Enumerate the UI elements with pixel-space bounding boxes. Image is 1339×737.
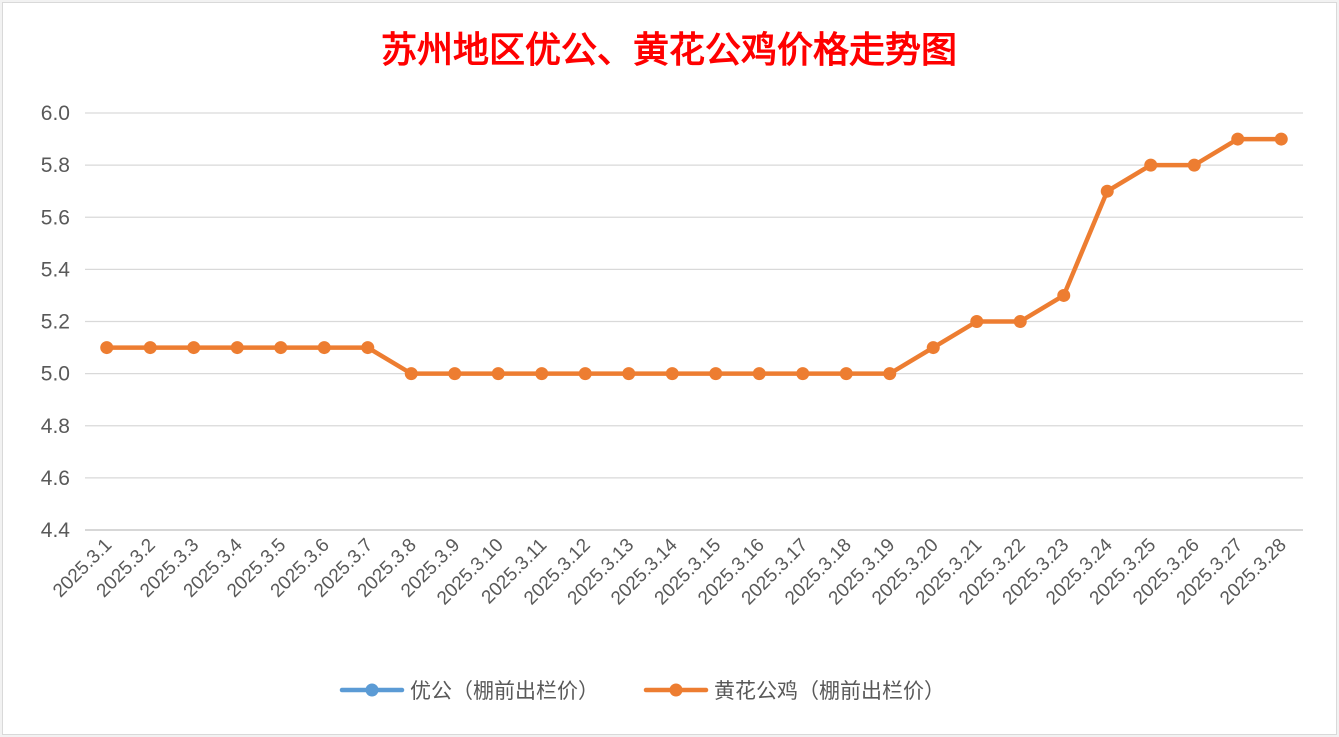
y-tick-label: 4.6 bbox=[41, 467, 70, 490]
series-line-1 bbox=[104, 136, 1284, 376]
data-point bbox=[143, 341, 157, 355]
data-point bbox=[752, 367, 766, 381]
y-tick-label: 5.8 bbox=[41, 154, 70, 177]
legend: 优公（棚前出栏价） 黄花公鸡（棚前出栏价） bbox=[339, 679, 945, 703]
data-point bbox=[100, 341, 114, 355]
data-point bbox=[1274, 132, 1288, 146]
data-point bbox=[926, 341, 940, 355]
data-point bbox=[1231, 132, 1245, 146]
data-point bbox=[796, 367, 810, 381]
data-point bbox=[970, 315, 984, 328]
data-point bbox=[274, 341, 288, 355]
y-tick-label: 4.4 bbox=[41, 519, 71, 542]
grid-layer bbox=[85, 112, 1303, 531]
data-point bbox=[491, 367, 505, 381]
series-layer bbox=[100, 132, 1288, 381]
data-point bbox=[709, 367, 723, 381]
chart-title: 苏州地区优公、黄花公鸡价格走势图 bbox=[381, 29, 957, 71]
data-point bbox=[1057, 288, 1071, 302]
legend-swatch-marker bbox=[669, 683, 683, 697]
data-point bbox=[361, 341, 375, 355]
data-point bbox=[448, 367, 462, 381]
x-axis: 2025.3.12025.3.22025.3.32025.3.42025.3.5… bbox=[49, 534, 1291, 609]
y-tick-label: 5.4 bbox=[41, 258, 71, 281]
data-point bbox=[1013, 315, 1027, 328]
data-point bbox=[578, 367, 592, 381]
data-point bbox=[317, 341, 331, 355]
legend-swatch-marker bbox=[365, 683, 379, 697]
y-tick-label: 6.0 bbox=[41, 102, 70, 125]
data-point bbox=[839, 367, 853, 381]
data-point bbox=[1187, 158, 1201, 172]
data-point bbox=[665, 367, 679, 381]
data-point bbox=[404, 367, 418, 381]
legend-label: 黄花公鸡（棚前出栏价） bbox=[714, 679, 945, 703]
y-axis: 4.4 4.6 4.8 5.0 5.2 5.4 5.6 5.8 6.0 bbox=[41, 102, 71, 542]
y-tick-label: 5.6 bbox=[41, 206, 70, 229]
data-point bbox=[622, 367, 636, 381]
data-point bbox=[1100, 184, 1114, 198]
data-point bbox=[187, 341, 201, 355]
legend-label: 优公（棚前出栏价） bbox=[410, 679, 599, 703]
y-tick-label: 5.2 bbox=[41, 311, 70, 334]
data-point bbox=[535, 367, 549, 381]
data-point bbox=[230, 341, 244, 355]
data-point bbox=[1144, 158, 1158, 172]
y-tick-label: 4.8 bbox=[41, 415, 70, 438]
y-tick-label: 5.0 bbox=[41, 363, 70, 386]
data-point bbox=[883, 367, 897, 381]
